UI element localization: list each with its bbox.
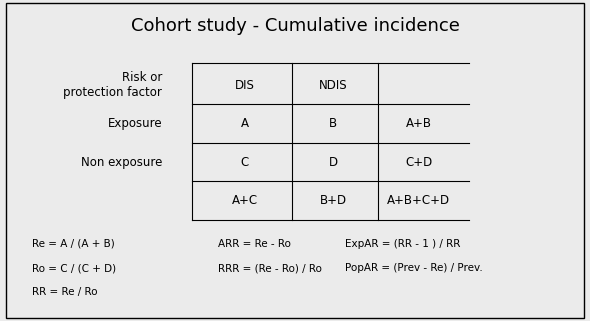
Text: DIS: DIS — [235, 79, 255, 91]
Text: A: A — [241, 117, 249, 130]
Text: Re = A / (A + B): Re = A / (A + B) — [32, 239, 115, 249]
Text: A+C: A+C — [232, 194, 258, 207]
Text: NDIS: NDIS — [319, 79, 348, 91]
Text: RR = Re / Ro: RR = Re / Ro — [32, 287, 98, 297]
Text: D: D — [329, 156, 338, 169]
Text: PopAR = (Prev - Re) / Prev.: PopAR = (Prev - Re) / Prev. — [345, 263, 483, 273]
Text: ExpAR = (RR - 1 ) / RR: ExpAR = (RR - 1 ) / RR — [345, 239, 461, 249]
Text: Ro = C / (C + D): Ro = C / (C + D) — [32, 263, 117, 273]
Text: B+D: B+D — [320, 194, 347, 207]
Text: ARR = Re - Ro: ARR = Re - Ro — [218, 239, 291, 249]
Text: C: C — [241, 156, 249, 169]
Text: Cohort study - Cumulative incidence: Cohort study - Cumulative incidence — [130, 17, 460, 35]
Text: B: B — [329, 117, 337, 130]
Text: RRR = (Re - Ro) / Ro: RRR = (Re - Ro) / Ro — [218, 263, 322, 273]
Text: C+D: C+D — [405, 156, 432, 169]
Text: A+B: A+B — [406, 117, 432, 130]
Text: A+B+C+D: A+B+C+D — [388, 194, 450, 207]
Text: Exposure: Exposure — [107, 117, 162, 130]
Text: Risk or
protection factor: Risk or protection factor — [63, 71, 162, 99]
Text: Non exposure: Non exposure — [81, 156, 162, 169]
